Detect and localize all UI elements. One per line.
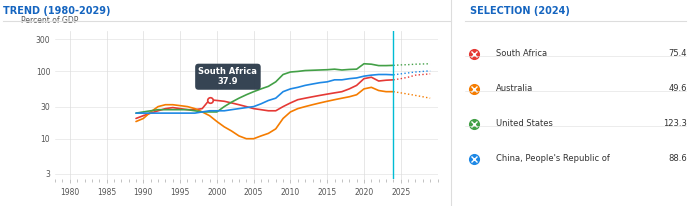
Text: South Africa
37.9: South Africa 37.9	[198, 67, 258, 87]
Text: SELECTION (2024): SELECTION (2024)	[470, 6, 569, 16]
Text: China, People's Republic of: China, People's Republic of	[496, 154, 610, 163]
Text: Australia: Australia	[496, 84, 534, 93]
Text: TREND (1980-2029): TREND (1980-2029)	[3, 6, 111, 16]
Text: 75.4: 75.4	[668, 49, 687, 58]
Text: 88.6: 88.6	[668, 154, 687, 163]
Text: 49.6: 49.6	[668, 84, 687, 93]
Text: United States: United States	[496, 119, 553, 128]
Text: South Africa: South Africa	[496, 49, 548, 58]
Text: 123.3: 123.3	[663, 119, 687, 128]
Text: Percent of GDP: Percent of GDP	[21, 16, 78, 25]
